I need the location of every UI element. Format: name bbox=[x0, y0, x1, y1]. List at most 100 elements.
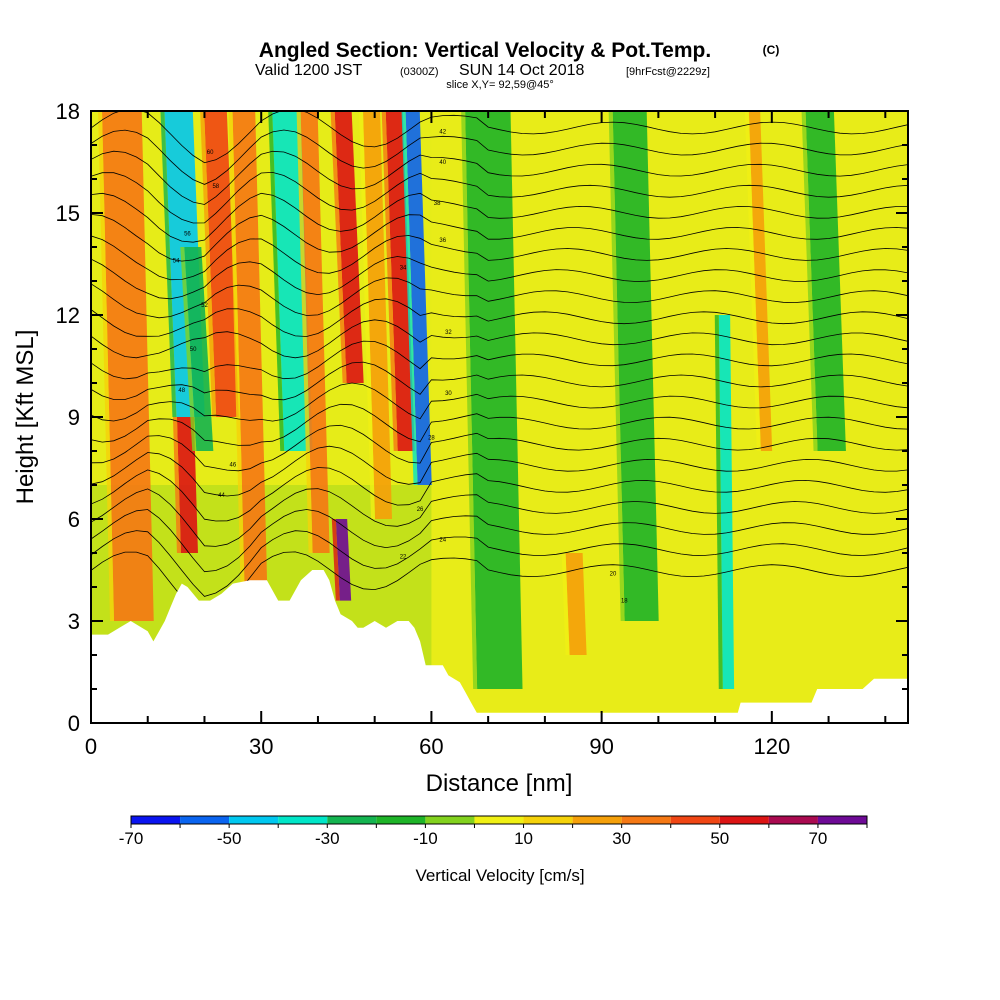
velocity-band-halo bbox=[714, 315, 723, 689]
slice-info: slice X,Y= 92,59@45° bbox=[446, 79, 554, 91]
y-tick-label: 0 bbox=[68, 711, 80, 736]
colorbar-label: 10 bbox=[514, 829, 533, 848]
velocity-band-halo bbox=[200, 111, 217, 417]
colorbar-label: -10 bbox=[413, 829, 438, 848]
contour-line bbox=[91, 530, 908, 597]
x-axis-title: Distance [nm] bbox=[426, 770, 573, 797]
valid-time-line: Valid 1200 JST (0300Z) SUN 14 Oct 2018 [… bbox=[255, 62, 710, 79]
colorbar-swatch bbox=[719, 816, 769, 824]
contour-line bbox=[91, 488, 908, 547]
contour-line bbox=[91, 298, 908, 337]
y-tick-label: 6 bbox=[68, 507, 80, 532]
colorbar-label: -50 bbox=[217, 829, 242, 848]
chart-title: Angled Section: Vertical Velocity & Pot.… bbox=[259, 39, 711, 62]
contour-label: 24 bbox=[439, 537, 446, 543]
contour-label: 38 bbox=[434, 201, 441, 207]
x-tick-label: 30 bbox=[249, 734, 273, 759]
contour-label: 28 bbox=[428, 435, 435, 441]
x-tick-label: 120 bbox=[753, 734, 790, 759]
chart-title-mark: (C) bbox=[763, 43, 780, 57]
contour-label: 56 bbox=[184, 231, 191, 237]
colorbar-swatch bbox=[229, 816, 279, 824]
velocity-band-halo bbox=[359, 111, 376, 519]
contour-label: 30 bbox=[445, 391, 452, 397]
contour-label: 60 bbox=[207, 150, 214, 156]
velocity-band bbox=[300, 111, 330, 553]
colorbar-label: -70 bbox=[119, 829, 144, 848]
colorbar-swatch bbox=[768, 816, 818, 824]
velocity-band-halo bbox=[172, 417, 181, 553]
valid-zulu: (0300Z) bbox=[400, 66, 439, 78]
velocity-band bbox=[232, 111, 268, 587]
contour-line bbox=[91, 277, 908, 319]
velocity-band-halo bbox=[461, 111, 478, 689]
contour-label: 34 bbox=[400, 265, 407, 271]
colorbar-title: Vertical Velocity [cm/s] bbox=[415, 866, 584, 885]
contour-label: 54 bbox=[173, 259, 180, 265]
contour-label: 46 bbox=[229, 463, 236, 469]
contour-label: 52 bbox=[201, 303, 208, 309]
colorbar-label: 30 bbox=[612, 829, 631, 848]
contour-label: 36 bbox=[439, 238, 446, 244]
x-tick-label: 0 bbox=[85, 734, 97, 759]
contour-line bbox=[91, 129, 908, 185]
velocity-band-halo bbox=[401, 111, 418, 485]
y-tick-label: 15 bbox=[56, 201, 80, 226]
contour-label: 20 bbox=[610, 571, 617, 577]
colorbar-swatch bbox=[425, 816, 475, 824]
velocity-band bbox=[718, 315, 735, 689]
contour-line bbox=[91, 361, 908, 401]
contour-label: 18 bbox=[621, 599, 628, 605]
velocity-band-halo bbox=[744, 111, 761, 451]
colorbar-swatch bbox=[180, 816, 230, 824]
contour-label: 50 bbox=[190, 347, 197, 353]
velocity-band-halo bbox=[381, 111, 398, 451]
velocity-band bbox=[204, 111, 239, 417]
colorbar-swatch bbox=[572, 816, 622, 824]
velocity-band-halo bbox=[331, 519, 340, 601]
contour-label: 26 bbox=[417, 507, 424, 513]
terrain-mask bbox=[91, 570, 908, 723]
colorbar-swatch bbox=[278, 816, 328, 824]
colorbar-swatch bbox=[474, 816, 524, 824]
contour-label: 58 bbox=[212, 184, 219, 190]
velocity-band bbox=[385, 111, 415, 451]
valid-date: SUN 14 Oct 2018 bbox=[459, 62, 585, 79]
colorbar-swatch bbox=[523, 816, 573, 824]
plot-area: 60 58 56 54 52 50 48 46 44 42 40 38 36 34 32 30 28 26 24 22… bbox=[91, 111, 908, 723]
contour-line bbox=[91, 192, 908, 243]
x-axis: 0 30 60 90 120 bbox=[85, 111, 887, 759]
velocity-band bbox=[405, 111, 432, 485]
contour-line bbox=[91, 403, 908, 446]
contour-line bbox=[91, 319, 908, 359]
potential-temperature-contours: 60 58 56 54 52 50 48 46 44 42 40 38 36 34 32 30 28 26 24 22… bbox=[91, 111, 908, 621]
velocity-band bbox=[102, 111, 154, 621]
y-tick-label: 9 bbox=[68, 405, 80, 430]
colorbar-swatch bbox=[670, 816, 720, 824]
contour-line bbox=[91, 340, 908, 380]
contour-label: 32 bbox=[445, 330, 452, 336]
contour-line bbox=[91, 445, 908, 497]
x-tick-label: 90 bbox=[589, 734, 613, 759]
contour-line bbox=[91, 235, 908, 281]
contour-label: 48 bbox=[178, 388, 185, 394]
contour-label: 42 bbox=[439, 129, 446, 135]
contour-line bbox=[91, 382, 908, 422]
colorbar-swatch bbox=[131, 816, 181, 824]
velocity-band-halo bbox=[296, 111, 313, 553]
contour-line bbox=[91, 424, 908, 472]
velocity-band bbox=[565, 553, 587, 655]
colorbar: -70 -50 -30 -10 10 30 50 70 bbox=[119, 815, 868, 848]
velocity-band bbox=[334, 111, 364, 383]
contour-line bbox=[91, 214, 908, 262]
velocity-band-halo bbox=[98, 111, 115, 621]
velocity-band-halo bbox=[160, 111, 177, 417]
x-tick-label: 60 bbox=[419, 734, 443, 759]
contour-line bbox=[91, 171, 908, 224]
colorbar-label: -30 bbox=[315, 829, 340, 848]
velocity-band-halo bbox=[180, 247, 197, 451]
velocity-band-halo bbox=[268, 111, 285, 451]
colorbar-swatch bbox=[621, 816, 671, 824]
colorbar-swatch bbox=[327, 816, 377, 824]
